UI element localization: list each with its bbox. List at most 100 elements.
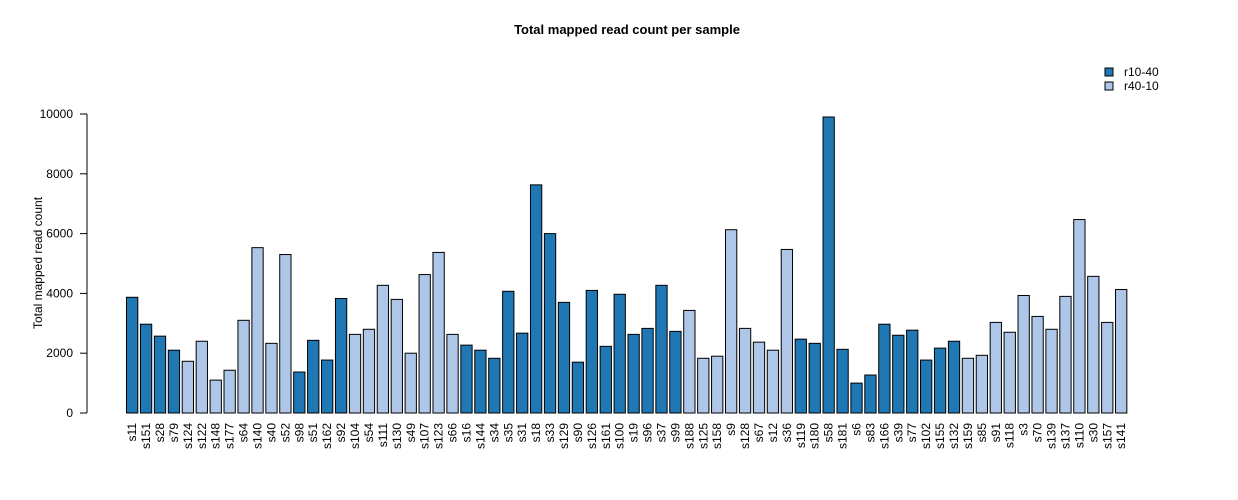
x-tick-label: s99: [668, 423, 682, 443]
bar-s12: [766, 349, 780, 414]
x-tick-label: s54: [362, 423, 376, 443]
y-tick-label: 0: [66, 406, 73, 420]
bar-s51: [307, 339, 320, 414]
bar-s100: [613, 293, 626, 414]
bar-s180: [808, 342, 821, 414]
bar-s28: [153, 335, 167, 414]
bar-s124: [181, 360, 195, 414]
bar-s181: [836, 348, 849, 414]
bar-s140: [251, 247, 264, 414]
x-tick-label: s123: [432, 423, 446, 449]
x-tick-label: s90: [571, 423, 585, 443]
x-tick-label: s139: [1045, 423, 1059, 449]
bar-s107: [418, 274, 431, 414]
x-tick-label: s124: [181, 423, 195, 449]
x-tick-label: s161: [599, 423, 613, 449]
bar-s9: [724, 229, 738, 414]
bar-s166: [878, 323, 891, 414]
bar-s110: [1073, 219, 1086, 414]
y-tick-label: 2000: [46, 346, 73, 360]
bar-s79: [167, 349, 181, 414]
bar-s85: [975, 354, 989, 414]
x-tick-label: s151: [139, 423, 153, 449]
bar-s36: [780, 248, 794, 414]
bar-s129: [557, 301, 571, 414]
bar-s33: [543, 233, 557, 414]
x-tick-label: s96: [641, 423, 655, 443]
x-tick-label: s16: [459, 423, 473, 443]
x-tick-label: s77: [905, 423, 919, 443]
x-tick-label: s39: [891, 423, 905, 443]
x-tick-label: s111: [376, 423, 390, 448]
x-tick-label: s107: [418, 423, 432, 449]
x-tick-label: s33: [543, 423, 557, 443]
bar-s148: [209, 379, 222, 414]
bar-s37: [655, 284, 668, 414]
legend-label: r10-40: [1124, 65, 1159, 79]
y-tick-label: 8000: [46, 167, 73, 181]
x-tick-label: s162: [320, 423, 334, 449]
bar-s30: [1087, 275, 1100, 414]
bar-s92: [334, 297, 348, 414]
bar-s96: [641, 327, 654, 414]
bar-s141: [1115, 289, 1128, 414]
bar-s118: [1003, 331, 1016, 414]
y-tick-label: 6000: [46, 227, 73, 241]
bar-s126: [585, 289, 598, 414]
bar-s111: [376, 284, 390, 414]
bar-s58: [822, 116, 835, 414]
bar-s91: [989, 321, 1002, 414]
x-tick-label: s49: [404, 423, 418, 443]
bar-s67: [752, 341, 766, 414]
bar-s77: [906, 329, 919, 414]
x-tick-label: s122: [195, 423, 209, 449]
x-tick-label: s159: [961, 423, 975, 449]
bar-s157: [1101, 321, 1114, 414]
x-tick-label: s91: [989, 423, 1003, 443]
bar-s40: [265, 342, 278, 414]
bar-s130: [390, 298, 403, 414]
bar-s16: [460, 344, 473, 414]
y-axis-label: Total mapped read count: [31, 196, 45, 329]
bar-s31: [516, 332, 529, 414]
bar-s158: [711, 355, 724, 414]
chart-title: Total mapped read count per sample: [514, 22, 740, 37]
x-tick-label: s52: [278, 423, 292, 443]
x-tick-label: s102: [919, 423, 933, 449]
bar-s151: [139, 323, 153, 414]
x-tick-label: s137: [1058, 423, 1072, 449]
bar-s119: [794, 338, 807, 414]
bar-s11: [126, 296, 139, 414]
x-tick-label: s35: [501, 423, 515, 443]
bar-s123: [432, 251, 445, 414]
x-tick-label: s36: [780, 423, 794, 443]
bar-s162: [321, 359, 334, 414]
x-tick-label: s129: [557, 423, 571, 449]
x-tick-label: s180: [808, 423, 822, 449]
y-tick-label: 10000: [40, 107, 74, 121]
bar-s137: [1059, 295, 1072, 414]
x-tick-label: s188: [682, 423, 696, 449]
x-tick-label: s125: [696, 423, 710, 449]
bar-s132: [947, 340, 961, 414]
x-tick-label: s140: [251, 423, 265, 449]
x-tick-label: s118: [1003, 423, 1017, 448]
x-tick-label: s6: [850, 423, 864, 436]
bar-s102: [920, 359, 933, 414]
bar-s18: [529, 184, 543, 414]
y-axis: 0 2000 4000 6000 8000 10000: [40, 107, 88, 420]
bar-s177: [223, 369, 236, 414]
x-tick-label: s40: [264, 423, 278, 443]
bar-s52: [279, 254, 292, 414]
x-tick-label: s177: [223, 423, 237, 449]
bar-s90: [571, 361, 585, 414]
bar-s66: [446, 333, 459, 414]
x-tick-label: s166: [877, 423, 891, 449]
x-tick-label: s155: [933, 423, 947, 449]
bar-s99: [669, 330, 682, 414]
bar-s128: [738, 327, 752, 414]
bar-s104: [348, 333, 362, 414]
x-tick-label: s144: [473, 423, 487, 449]
